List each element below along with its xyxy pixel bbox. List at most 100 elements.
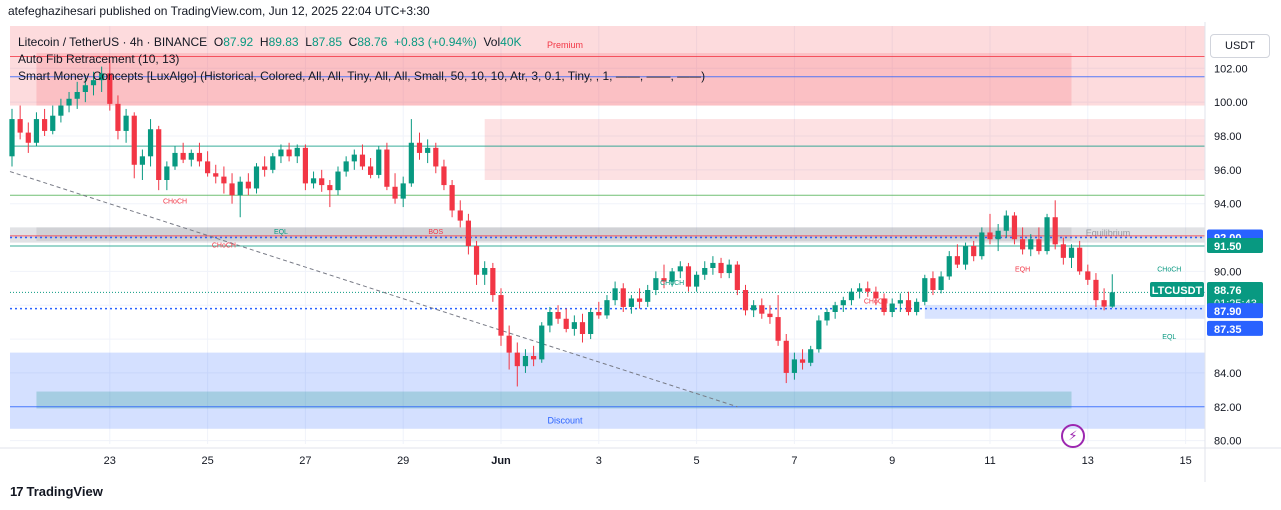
price-axis: 80.00 82.00 84.00 90.00 94.00 96.00 98.00 100.0… [1204, 22, 1248, 482]
time-tick-label: 15 [1179, 455, 1191, 467]
candle [710, 262, 716, 268]
low-value: 87.85 [311, 35, 342, 49]
smc-label: CHoCH [163, 199, 187, 206]
candle [465, 220, 471, 246]
candle [775, 317, 781, 341]
high-label: H [259, 35, 269, 49]
candle [25, 132, 31, 143]
candle [310, 178, 317, 184]
zone-discount [10, 352, 1205, 429]
candle [694, 274, 700, 287]
candle [107, 73, 113, 104]
candle [930, 278, 936, 290]
candle [848, 291, 855, 301]
candle [514, 352, 520, 367]
smc-label: CHoCH [212, 243, 236, 250]
candle [17, 119, 23, 133]
candle [897, 300, 903, 304]
candle [938, 276, 944, 290]
candle [612, 288, 618, 301]
candle [441, 166, 447, 186]
price-tick-label: 80.00 [1214, 436, 1242, 448]
candle [262, 166, 268, 170]
candle [857, 288, 863, 292]
close-value: 88.76 [357, 35, 388, 49]
time-tick-label: 7 [791, 455, 797, 467]
time-tick-label: 23 [104, 455, 116, 467]
candle [180, 152, 186, 160]
candle [1101, 300, 1107, 307]
candle [270, 156, 276, 170]
resistance-band [484, 119, 1205, 180]
candle [751, 305, 757, 311]
candle [392, 186, 398, 199]
candle [571, 322, 577, 329]
candle [808, 349, 814, 363]
candle [351, 154, 357, 162]
candle [164, 166, 170, 180]
symbol-row[interactable]: Litecoin / TetherUS · 4h · BINANCE O87.9… [18, 34, 705, 51]
candle [661, 278, 667, 282]
time-tick-label: 5 [694, 455, 700, 467]
candle [816, 320, 822, 350]
lightning-icon[interactable]: ⚡ [1061, 424, 1085, 448]
candle [1077, 247, 1083, 272]
brand-footer[interactable]: 17 TradingView [10, 484, 103, 499]
symbol-title: Litecoin / TetherUS · 4h · BINANCE [18, 35, 208, 49]
premium-inner-band [36, 53, 1072, 106]
candle [74, 92, 80, 99]
candle [995, 230, 1001, 240]
candle [840, 300, 846, 306]
indicator-fib[interactable]: Auto Fib Retracement (10, 13) [18, 52, 180, 66]
zone-equilibrium [10, 227, 1205, 243]
candle [237, 181, 243, 196]
candle [416, 142, 423, 153]
vol-value: 40K [500, 35, 522, 49]
candle [718, 262, 724, 274]
candle [156, 129, 162, 180]
candle [555, 312, 561, 319]
candle [449, 185, 455, 211]
smc-labels: CHoCH EQL BOS CHoCH CHoCH CHoCH EQH CHoCH EQL [163, 199, 1181, 341]
zone-label-equilibrium: Equilibrium [1086, 228, 1131, 238]
candle [50, 115, 56, 131]
time-tick-label: 9 [889, 455, 895, 467]
candle [123, 115, 129, 131]
time-tick-label: 13 [1082, 455, 1094, 467]
chart-legend: Litecoin / TetherUS · 4h · BINANCE O87.9… [18, 34, 705, 85]
candle [139, 156, 145, 165]
candle [1011, 215, 1018, 240]
candle [971, 246, 977, 257]
candle [253, 166, 260, 189]
candle [1052, 217, 1058, 245]
smc-label: CHoCH [660, 280, 684, 287]
candle [783, 340, 789, 373]
candle [245, 181, 251, 189]
price-tag-value: 88.76 [1214, 285, 1242, 297]
candle [522, 356, 529, 367]
smc-label: BOS [428, 229, 443, 236]
candle [759, 305, 765, 314]
price-tick-label: 96.00 [1214, 165, 1242, 177]
candle [979, 232, 985, 257]
open-value: 87.92 [223, 35, 254, 49]
candle [1036, 239, 1042, 252]
price-tag-bg [1207, 303, 1263, 319]
candle [457, 210, 463, 221]
currency-unit-button[interactable]: USDT [1210, 34, 1270, 58]
symbol-tag-bg [1150, 282, 1204, 297]
candle [147, 129, 154, 157]
candle [490, 268, 496, 296]
candle [954, 256, 960, 265]
price-tag-bg [1207, 238, 1263, 253]
indicator-smc[interactable]: Smart Money Concepts [LuxAlgo] (Historic… [18, 69, 706, 83]
brand-name: TradingView [26, 484, 103, 499]
time-tick-label: 29 [397, 455, 409, 467]
smc-label: EQH [1015, 266, 1030, 273]
candle [742, 290, 749, 311]
candle [962, 246, 969, 265]
candle [702, 268, 708, 275]
candle [832, 305, 838, 312]
